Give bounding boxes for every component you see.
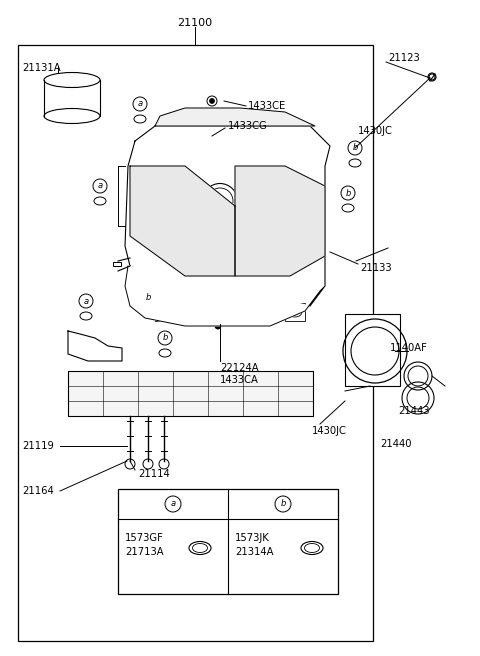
- Text: 21123: 21123: [388, 53, 420, 63]
- Bar: [68, 371, 313, 416]
- Text: 21443: 21443: [398, 406, 430, 416]
- Text: 21440: 21440: [380, 439, 411, 449]
- Text: 1573JK: 1573JK: [235, 533, 270, 543]
- Text: 1140AF: 1140AF: [390, 343, 428, 353]
- Text: a: a: [97, 182, 103, 190]
- Text: 21131A: 21131A: [22, 63, 60, 73]
- Text: 1573GF: 1573GF: [125, 533, 164, 543]
- Text: b: b: [162, 333, 168, 342]
- Text: 21713A: 21713A: [125, 547, 164, 557]
- Text: b: b: [145, 293, 151, 302]
- Polygon shape: [125, 126, 330, 321]
- Bar: [200, 303, 220, 321]
- Bar: [345, 314, 400, 386]
- Text: a: a: [84, 297, 89, 306]
- Bar: [118, 489, 338, 594]
- Text: 1433CE: 1433CE: [248, 101, 286, 111]
- Text: 22124A: 22124A: [220, 363, 259, 373]
- Bar: [18, 45, 373, 641]
- Text: a: a: [170, 499, 176, 508]
- Bar: [113, 262, 121, 266]
- Polygon shape: [68, 331, 122, 361]
- Text: b: b: [345, 188, 351, 197]
- Polygon shape: [155, 108, 315, 126]
- Polygon shape: [125, 266, 325, 326]
- Circle shape: [209, 98, 215, 104]
- Text: a: a: [137, 100, 143, 108]
- Text: b: b: [280, 499, 286, 508]
- Bar: [285, 303, 305, 321]
- Text: 21114: 21114: [138, 469, 170, 479]
- Bar: [155, 303, 175, 321]
- Text: 21133: 21133: [360, 263, 392, 273]
- Polygon shape: [130, 166, 235, 276]
- Text: 21100: 21100: [178, 18, 213, 28]
- Text: b: b: [352, 144, 358, 152]
- Polygon shape: [235, 166, 325, 276]
- Text: 21164: 21164: [22, 486, 54, 496]
- Text: 1433CG: 1433CG: [228, 121, 268, 131]
- Text: 21119: 21119: [22, 441, 54, 451]
- Circle shape: [215, 323, 221, 329]
- Text: 1430JC: 1430JC: [358, 126, 393, 136]
- Text: 1430JC: 1430JC: [312, 426, 347, 436]
- Text: 21314A: 21314A: [235, 547, 274, 557]
- Text: 1433CA: 1433CA: [220, 375, 259, 385]
- Bar: [245, 303, 265, 321]
